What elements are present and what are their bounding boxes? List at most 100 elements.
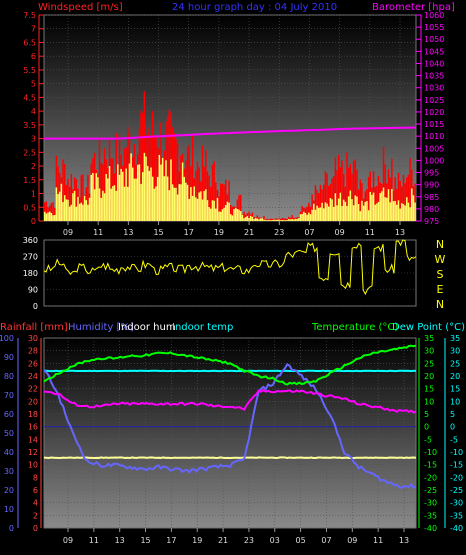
humidity-ticks: 0 10 20 30 40 50 60 70 80 90 100 (0, 334, 19, 533)
average-bar (163, 176, 166, 221)
x-tick-label: 11 (373, 536, 383, 545)
direction-ticks: 0 90 180 270 360 (23, 236, 38, 311)
average-bar (208, 207, 210, 221)
gust-bar (215, 182, 217, 221)
compass-label: W (435, 253, 446, 266)
gust-bar (188, 144, 190, 221)
dew-point-tick-label: -15 (450, 461, 463, 470)
gust-bar (404, 183, 406, 221)
gust-bar (201, 145, 204, 221)
average-bar (160, 164, 162, 221)
average-bar (55, 187, 58, 221)
rainfall-axis-title: Rainfall [mm] (0, 322, 68, 333)
temperature-axis-title: Temperature (°C) (311, 322, 398, 333)
gust-bar (80, 175, 83, 221)
average-bar (396, 204, 398, 221)
average-bar (137, 164, 139, 221)
average-bar (319, 207, 322, 221)
dew-point-tick-label: 20 (450, 372, 460, 381)
average-bar (205, 189, 207, 221)
dew-point-tick-label: -35 (450, 511, 463, 520)
rainfall-tick-label: 4 (33, 499, 38, 508)
barometer-tick-label: 1045 (424, 47, 444, 56)
average-bar (67, 199, 69, 221)
average-bar (173, 187, 176, 221)
average-bar (77, 196, 79, 221)
average-bar (135, 178, 137, 221)
average-bar (188, 198, 190, 221)
average-bar (87, 204, 89, 221)
average-bar (133, 178, 136, 221)
average-bar (190, 187, 192, 221)
average-bar (371, 194, 373, 221)
average-bar (85, 200, 88, 221)
average-bar (278, 219, 280, 221)
average-bar (158, 154, 161, 221)
indoor-temp-legend: Indoor temp (172, 322, 233, 333)
average-bar (271, 220, 274, 221)
temperature-tick-label: -25 (424, 486, 437, 495)
average-bar (72, 193, 74, 221)
average-bar (191, 195, 194, 221)
average-bar (145, 156, 147, 221)
average-bar (283, 220, 285, 221)
gust-bar (45, 201, 48, 221)
dew-point-tick-label: 35 (450, 334, 460, 343)
windspeed-axis-title: Windspeed [m/s] (38, 2, 123, 13)
rainfall-tick-label: 20 (28, 397, 38, 406)
gust-bar (354, 159, 357, 221)
average-bar (143, 152, 146, 221)
average-bar (279, 220, 282, 221)
gust-bar (210, 186, 212, 221)
rainfall-tick-label: 24 (28, 372, 38, 381)
gust-bar (70, 173, 73, 221)
average-bar (234, 207, 237, 221)
average-bar (62, 202, 64, 221)
average-bar (311, 209, 313, 221)
temperature-tick-label: -20 (424, 473, 437, 482)
barometer-tick-label: 1050 (424, 35, 444, 44)
gust-bar (100, 162, 102, 221)
barometer-tick-label: 1040 (424, 59, 444, 68)
average-bar (266, 220, 269, 221)
average-bar (102, 190, 104, 221)
gust-bar (359, 179, 362, 221)
average-bar (170, 159, 172, 221)
x-tick-label: 21 (218, 536, 228, 545)
gust-bar (309, 206, 312, 221)
humidity-tick-label: 30 (4, 467, 14, 476)
gust-bar (256, 215, 259, 221)
average-bar (198, 192, 200, 221)
humidity-tick-label: 40 (4, 448, 14, 457)
average-bar (90, 174, 92, 221)
gust-bar (269, 218, 272, 221)
average-bar (150, 167, 152, 221)
average-bar (186, 184, 189, 221)
average-bar (296, 219, 298, 221)
average-bar (115, 190, 117, 221)
average-bar (226, 201, 229, 221)
average-bar (112, 186, 114, 221)
average-bar (284, 220, 287, 221)
average-bar (258, 219, 260, 221)
x-tick-label: 13 (399, 536, 409, 545)
average-bar (407, 202, 410, 221)
gust-bar (93, 152, 96, 221)
temp-series (43, 344, 417, 490)
temp-grid (44, 337, 416, 529)
average-bar (289, 219, 292, 221)
x-tick-label: 03 (270, 536, 280, 545)
barometer-ticks: 975 980 985 990 995 1000 1005 1010 1015 1020 1025 1… (416, 11, 444, 226)
gust-bar (195, 170, 197, 221)
gust-bar (220, 183, 222, 221)
gust-bar (346, 152, 348, 221)
average-bar (155, 186, 157, 221)
dew-point-tick-label: 15 (450, 385, 460, 394)
gust-bar (258, 217, 260, 221)
gust-bar (342, 174, 345, 221)
dew-point-tick-label: 5 (450, 410, 455, 419)
x-tick-label: 09 (335, 228, 345, 237)
windspeed-tick-label: 7.5 (23, 11, 36, 20)
average-bar (243, 218, 245, 221)
average-bar (196, 198, 199, 221)
